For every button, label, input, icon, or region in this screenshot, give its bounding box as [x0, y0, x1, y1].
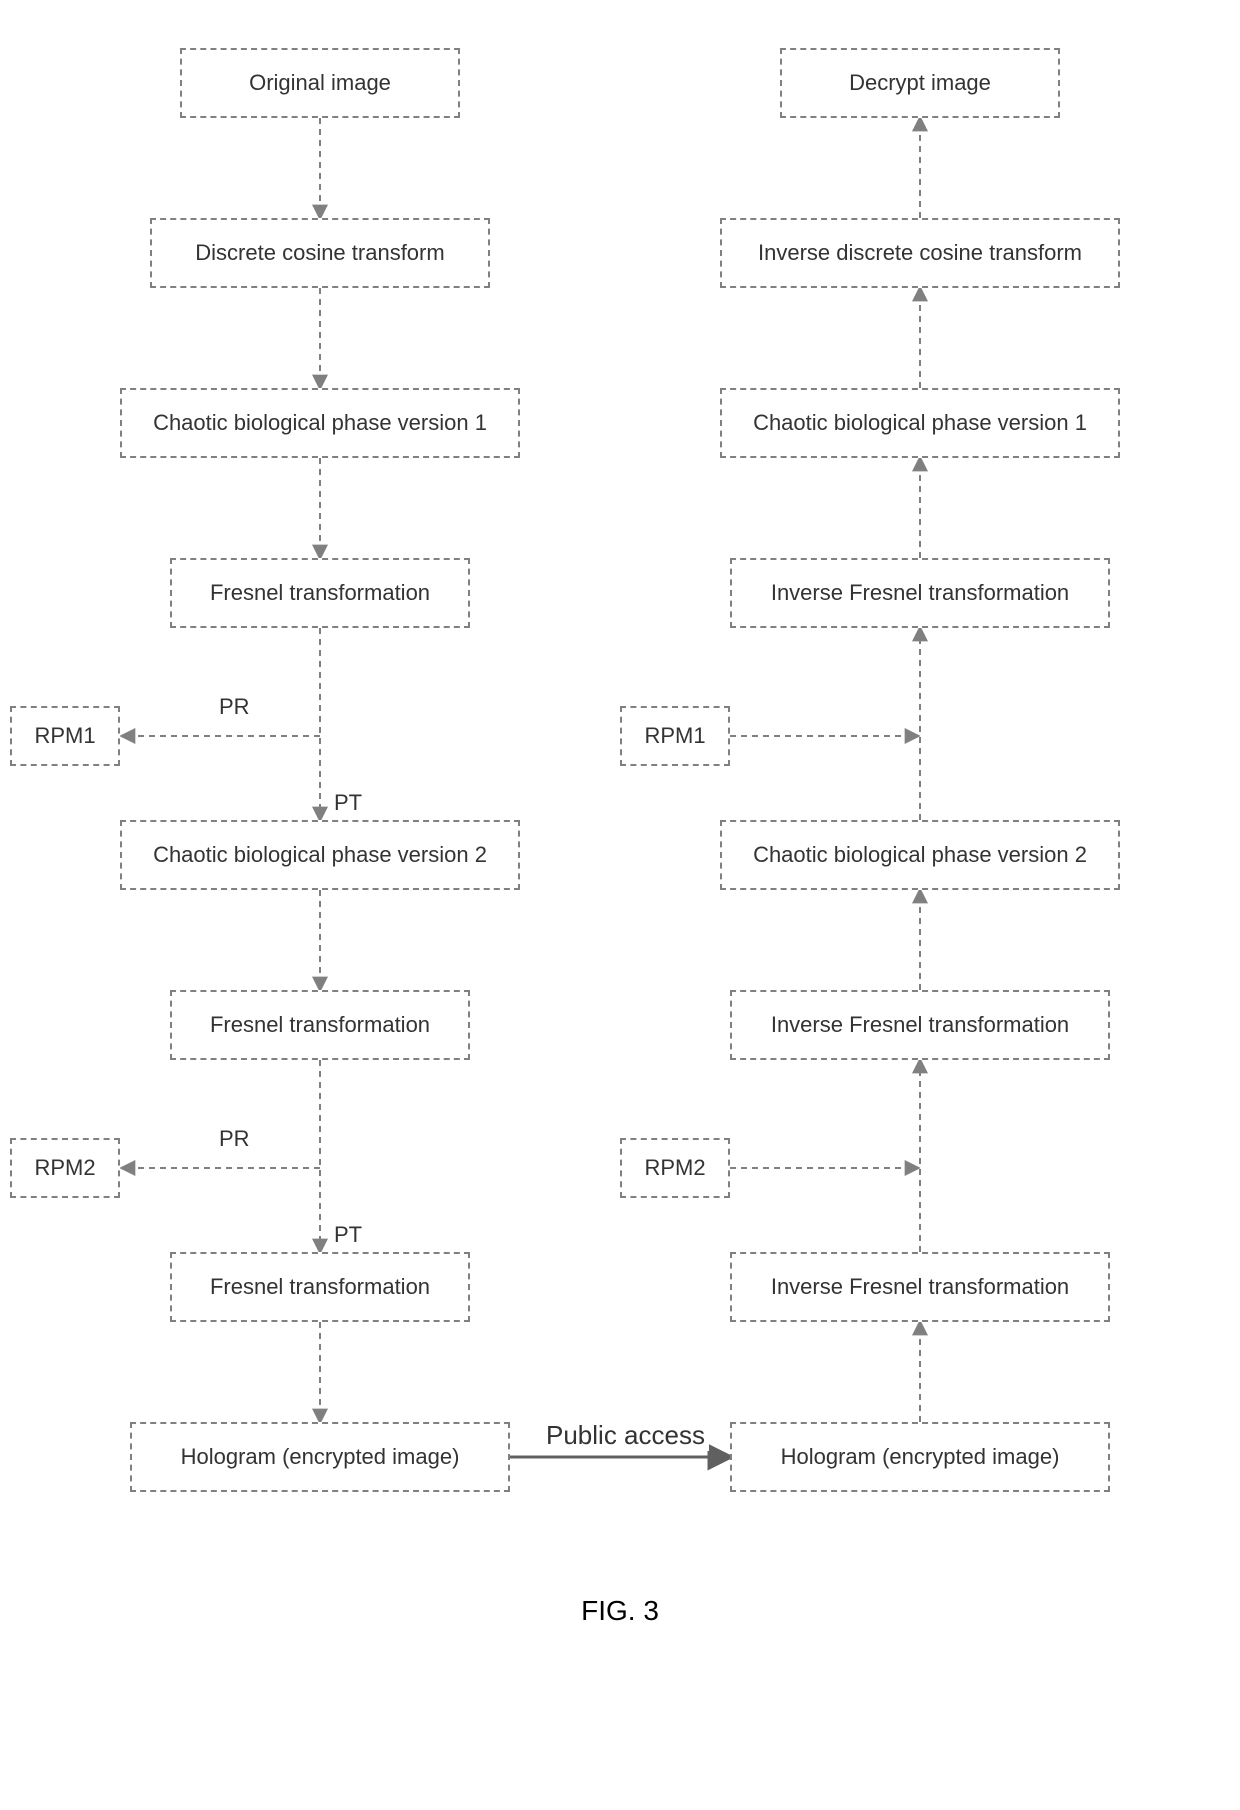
- node-label: Discrete cosine transform: [195, 240, 444, 266]
- edge-label-pt1: PT: [330, 790, 366, 816]
- node-rpm2-right: RPM2: [620, 1138, 730, 1198]
- node-label: Hologram (encrypted image): [181, 1444, 460, 1470]
- node-label: Chaotic biological phase version 2: [153, 842, 487, 868]
- node-label: Fresnel transformation: [210, 1274, 430, 1300]
- node-hologram-left: Hologram (encrypted image): [130, 1422, 510, 1492]
- node-rpm1-left: RPM1: [10, 706, 120, 766]
- node-original-image: Original image: [180, 48, 460, 118]
- node-label: Chaotic biological phase version 2: [753, 842, 1087, 868]
- node-chaotic-phase-v1-left: Chaotic biological phase version 1: [120, 388, 520, 458]
- node-label: RPM1: [644, 723, 705, 749]
- flowchart-diagram: Original image Discrete cosine transform…: [0, 0, 1240, 1810]
- node-label: Decrypt image: [849, 70, 991, 96]
- node-decrypt-image: Decrypt image: [780, 48, 1060, 118]
- node-idct: Inverse discrete cosine transform: [720, 218, 1120, 288]
- edge-label-public-access: Public access: [542, 1420, 709, 1451]
- node-fresnel-1-left: Fresnel transformation: [170, 558, 470, 628]
- edge-label-pt2: PT: [330, 1222, 366, 1248]
- figure-caption: FIG. 3: [0, 1595, 1240, 1627]
- edge-label-pr1: PR: [215, 694, 254, 720]
- node-label: Inverse Fresnel transformation: [771, 580, 1069, 606]
- node-chaotic-phase-v1-right: Chaotic biological phase version 1: [720, 388, 1120, 458]
- node-label: Hologram (encrypted image): [781, 1444, 1060, 1470]
- edge-label-pr2: PR: [215, 1126, 254, 1152]
- node-inv-fresnel-2-right: Inverse Fresnel transformation: [730, 990, 1110, 1060]
- node-rpm1-right: RPM1: [620, 706, 730, 766]
- node-label: Chaotic biological phase version 1: [153, 410, 487, 436]
- node-label: RPM2: [34, 1155, 95, 1181]
- node-inv-fresnel-1-right: Inverse Fresnel transformation: [730, 558, 1110, 628]
- node-label: RPM2: [644, 1155, 705, 1181]
- node-label: Inverse discrete cosine transform: [758, 240, 1082, 266]
- node-fresnel-2-left: Fresnel transformation: [170, 990, 470, 1060]
- node-dct: Discrete cosine transform: [150, 218, 490, 288]
- node-chaotic-phase-v2-left: Chaotic biological phase version 2: [120, 820, 520, 890]
- node-hologram-right: Hologram (encrypted image): [730, 1422, 1110, 1492]
- node-label: RPM1: [34, 723, 95, 749]
- node-chaotic-phase-v2-right: Chaotic biological phase version 2: [720, 820, 1120, 890]
- node-label: Inverse Fresnel transformation: [771, 1012, 1069, 1038]
- node-label: Fresnel transformation: [210, 580, 430, 606]
- node-inv-fresnel-3-right: Inverse Fresnel transformation: [730, 1252, 1110, 1322]
- node-fresnel-3-left: Fresnel transformation: [170, 1252, 470, 1322]
- node-label: Inverse Fresnel transformation: [771, 1274, 1069, 1300]
- node-label: Original image: [249, 70, 391, 96]
- node-label: Chaotic biological phase version 1: [753, 410, 1087, 436]
- node-rpm2-left: RPM2: [10, 1138, 120, 1198]
- node-label: Fresnel transformation: [210, 1012, 430, 1038]
